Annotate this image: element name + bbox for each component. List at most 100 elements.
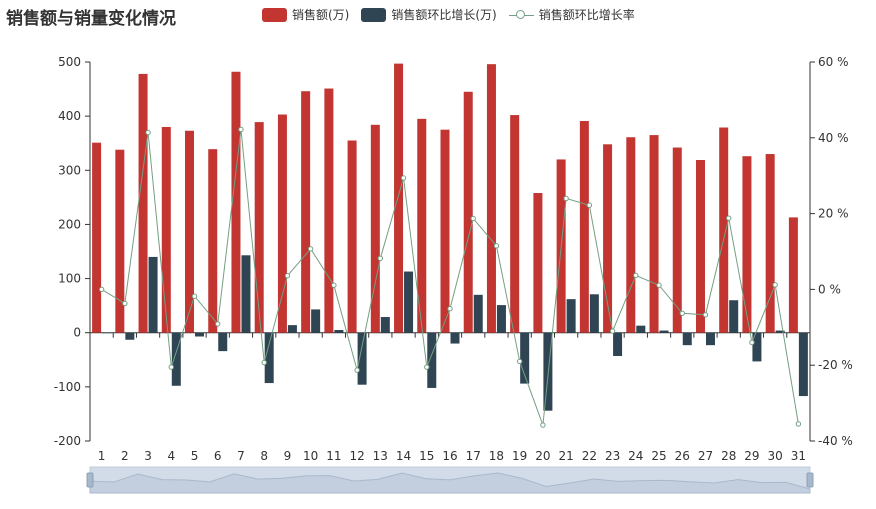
- bar-mom-change: [705, 332, 715, 346]
- datazoom-slider: [86, 466, 814, 494]
- x-axis-tick-label: 25: [651, 449, 666, 463]
- x-axis-tick-label: 26: [675, 449, 690, 463]
- line-point-mom-rate: [679, 310, 685, 316]
- bar-mom-change: [287, 325, 297, 333]
- chart-title: 销售额与销量变化情况: [6, 9, 176, 29]
- bar-mom-change: [775, 330, 785, 333]
- bar-sales: [603, 144, 613, 333]
- x-axis-tick-label: 3: [144, 449, 152, 463]
- legend-item-mom-change[interactable]: 销售额环比增长(万): [361, 6, 497, 23]
- x-axis-tick-label: 12: [349, 449, 364, 463]
- y-axis-right-tick-label: -40 %: [818, 434, 853, 448]
- bar-mom-change: [125, 332, 135, 340]
- legend-item-mom-rate[interactable]: 销售额环比增长率: [508, 6, 635, 23]
- bar-sales: [231, 71, 241, 333]
- line-point-mom-rate: [540, 422, 546, 428]
- bar-mom-change: [682, 332, 692, 346]
- line-point-mom-rate: [168, 364, 174, 370]
- bar-sales: [394, 63, 404, 333]
- bar-sales: [161, 126, 171, 333]
- bar-sales: [138, 73, 148, 333]
- bar-mom-change: [102, 332, 112, 334]
- line-point-mom-rate: [261, 359, 267, 366]
- y-axis-left-tick-label: 500: [58, 55, 81, 69]
- line-point-mom-rate: [122, 300, 128, 307]
- x-axis-tick-label: 8: [260, 449, 268, 463]
- line-point-mom-rate: [215, 321, 221, 327]
- x-axis-tick-label: 28: [721, 449, 736, 463]
- bar-mom-change: [380, 317, 390, 333]
- bar-mom-change: [520, 332, 530, 384]
- bar-mom-change: [752, 332, 762, 362]
- y-axis-right-tick-label: -20 %: [818, 358, 853, 372]
- bar-mom-change: [357, 332, 367, 385]
- bar-mom-change: [566, 299, 576, 333]
- bar-sales: [533, 193, 543, 333]
- x-axis-tick-label: 7: [237, 449, 245, 463]
- datazoom-handle-left[interactable]: [86, 472, 94, 488]
- bar-sales: [185, 130, 195, 333]
- bar-sales: [92, 142, 102, 333]
- y-axis-left-tick-label: 0: [73, 326, 81, 340]
- line-point-mom-rate: [516, 358, 523, 365]
- bar-sales: [440, 129, 450, 333]
- x-axis-tick-label: 13: [373, 449, 388, 463]
- datazoom-preview: [89, 472, 811, 494]
- bar-mom-change: [496, 305, 506, 333]
- x-axis-tick-label: 5: [191, 449, 199, 463]
- x-axis-tick-label: 29: [744, 449, 759, 463]
- bar-sales: [510, 115, 520, 333]
- bar-mom-change: [311, 309, 321, 333]
- x-axis-tick-label: 31: [791, 449, 806, 463]
- x-axis-tick-label: 22: [582, 449, 597, 463]
- bar-sales: [626, 137, 636, 333]
- bar-sales: [463, 91, 473, 333]
- bar-sales: [788, 217, 798, 333]
- line-point-mom-rate: [400, 175, 407, 181]
- bar-mom-change: [264, 332, 274, 384]
- y-axis-left-tick-label: 400: [58, 109, 81, 123]
- line-point-mom-rate: [586, 202, 593, 208]
- line-point-mom-rate: [493, 243, 500, 249]
- bar-sales: [672, 147, 682, 333]
- bar-mom-change: [427, 332, 437, 388]
- bar-sales: [301, 91, 311, 333]
- bar-mom-change: [729, 300, 739, 333]
- bar-sales: [579, 121, 589, 333]
- bar-mom-change: [636, 325, 646, 333]
- x-axis-tick-label: 9: [284, 449, 292, 463]
- bar-mom-change: [241, 255, 251, 333]
- bar-mom-change: [171, 332, 181, 386]
- legend-label-mom-change: 销售额环比增长(万): [391, 8, 497, 22]
- x-axis-tick-label: 6: [214, 449, 222, 463]
- bar-sales: [208, 149, 218, 333]
- bar-mom-change: [148, 256, 158, 333]
- bar-sales: [649, 135, 659, 333]
- y-axis-right-tick-label: 20 %: [818, 207, 849, 221]
- line-point-mom-rate: [354, 367, 360, 373]
- line-point-mom-rate: [795, 421, 802, 427]
- datazoom-handle-right[interactable]: [806, 472, 814, 488]
- legend-label-mom-rate: 销售额环比增长率: [538, 8, 635, 22]
- legend-line-icon: [508, 8, 534, 22]
- bar-mom-change: [589, 294, 599, 333]
- line-point-mom-rate: [191, 293, 198, 299]
- y-axis-left-tick-label: -200: [54, 434, 81, 448]
- line-point-mom-rate: [609, 328, 616, 334]
- legend-item-sales[interactable]: 销售额(万): [262, 6, 349, 23]
- legend-label-sales: 销售额(万): [292, 8, 350, 22]
- x-axis-tick-label: 10: [303, 449, 318, 463]
- bar-mom-change: [473, 294, 483, 333]
- y-axis-left-tick-label: 300: [58, 163, 81, 177]
- x-axis-tick-label: 24: [628, 449, 643, 463]
- bars-layer: [92, 63, 808, 411]
- x-axis-tick-label: 16: [442, 449, 457, 463]
- y-axis-right-tick-label: 40 %: [818, 131, 849, 145]
- x-axis-tick-label: 18: [489, 449, 504, 463]
- line-point-mom-rate: [772, 282, 778, 288]
- x-axis-tick-label: 19: [512, 449, 527, 463]
- x-axis-tick-label: 2: [121, 449, 129, 463]
- x-axis-tick-label: 15: [419, 449, 434, 463]
- line-point-mom-rate: [749, 339, 755, 346]
- line-point-mom-rate: [563, 195, 569, 202]
